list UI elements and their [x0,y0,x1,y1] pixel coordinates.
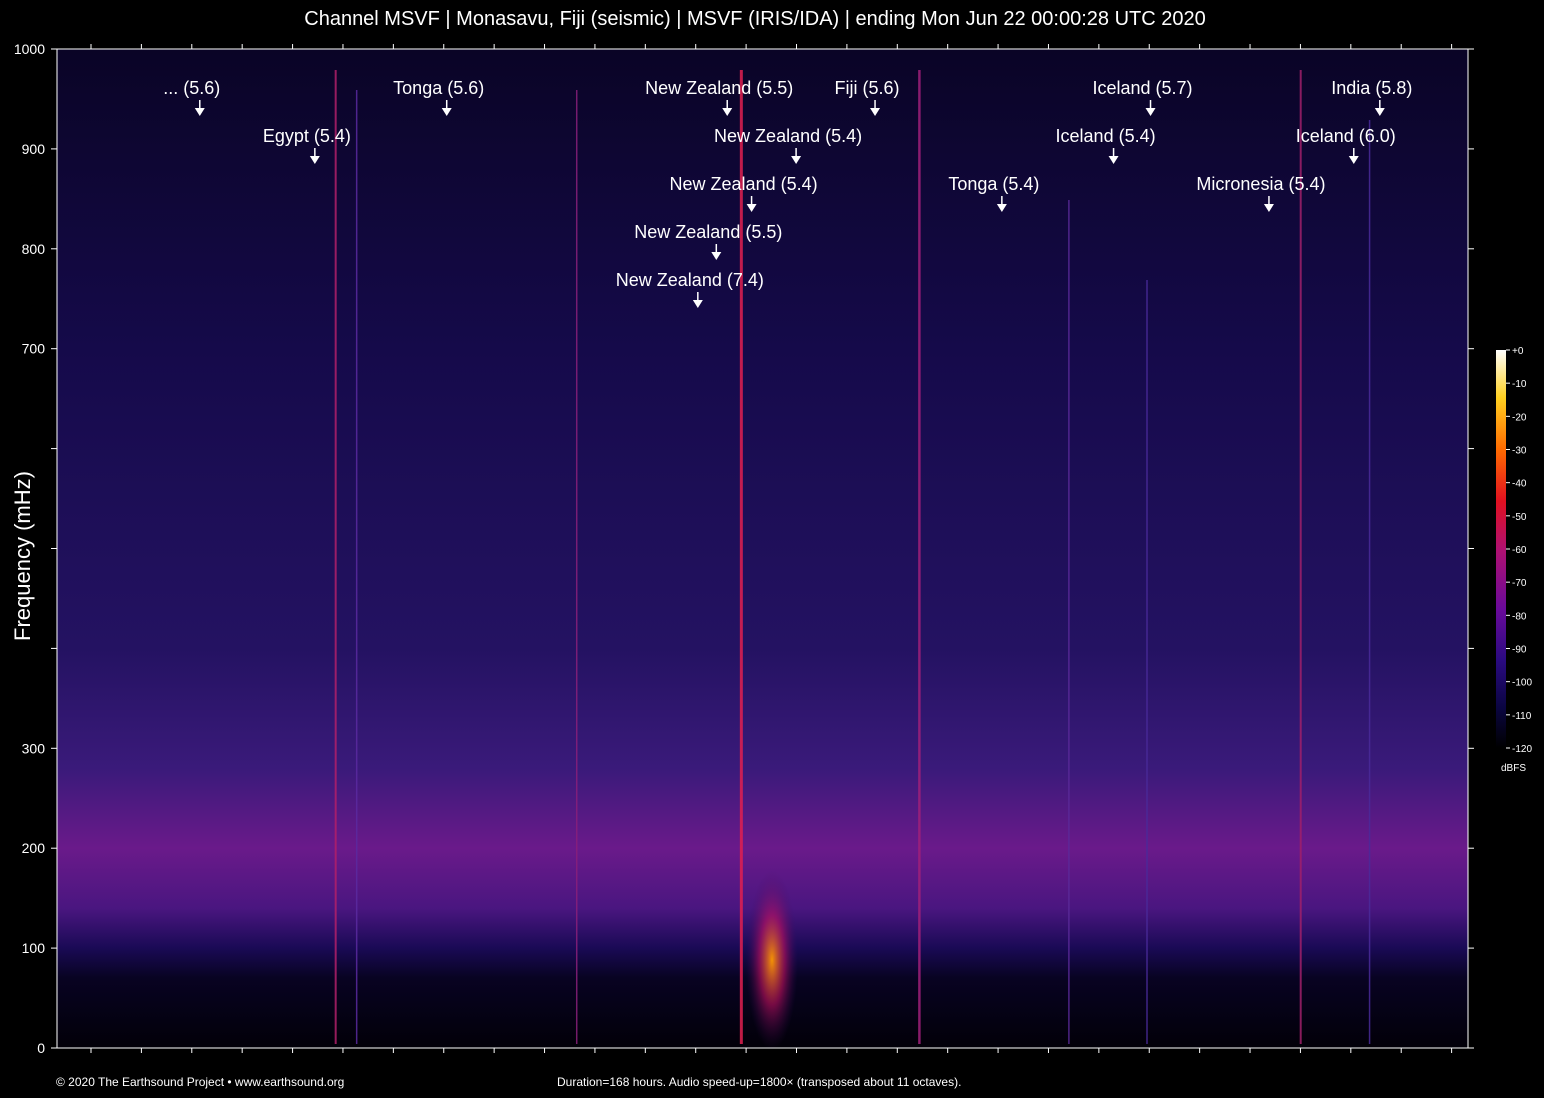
colorbar-tick-label: -60 [1512,545,1527,556]
colorbar-unit: dBFS [1501,763,1526,774]
chart-title: Channel MSVF | Monasavu, Fiji (seismic) … [304,8,1206,30]
event-arrow-head [722,108,733,116]
y-tick-label: 300 [22,740,46,756]
event-arrow-head [441,108,452,116]
event-arrow-head [692,300,703,308]
event-label: Tonga (5.6) [393,78,484,98]
event-label: Fiji (5.6) [835,78,900,98]
event-label: Iceland (5.4) [1056,126,1156,146]
event-arrow-head [1348,156,1359,164]
event-arrow-head [309,156,320,164]
copyright-text: © 2020 The Earthsound Project • www.eart… [56,1075,345,1089]
y-tick-label: 700 [22,341,46,357]
main-event-hotspot [746,870,798,1050]
event-arrow-head [1145,108,1156,116]
event-annotations: ... (5.6) Egypt (5.4) Tonga (5.6) New Zeala… [163,78,1412,308]
colorbar-tick-label: -50 [1512,512,1527,523]
event-arrow-head [1108,156,1119,164]
event-arrow-head [711,252,722,260]
event-arrow-head [194,108,205,116]
event-label: Iceland (6.0) [1296,126,1396,146]
event-arrow-head [791,156,802,164]
event-arrow-head [746,204,757,212]
event-lines [334,70,1371,1044]
y-tick-label: 100 [22,940,46,956]
event-label: Tonga (5.4) [948,174,1039,194]
y-axis-label: Frequency (mHz) [10,471,35,641]
event-label: New Zealand (7.4) [616,270,764,290]
event-arrow-head [1263,204,1274,212]
y-tick-label: 0 [37,1040,45,1056]
event-label: New Zealand (5.4) [670,174,818,194]
colorbar-tick-label: -40 [1512,479,1527,490]
event-label: Egypt (5.4) [263,126,351,146]
y-tick-label: 1000 [14,41,45,57]
colorbar-tick-label: -100 [1512,678,1532,689]
colorbar-tick-label: -110 [1512,711,1532,722]
event-label: India (5.8) [1331,78,1412,98]
event-label: Micronesia (5.4) [1196,174,1325,194]
event-label: New Zealand (5.5) [645,78,793,98]
y-tick-label: 200 [22,840,46,856]
colorbar-tick-label: -80 [1512,611,1527,622]
colorbar-tick-label: -30 [1512,446,1527,457]
colorbar-tick-label: +0 [1512,346,1524,357]
colorbar: dBFS +0 -10 -20 -30 -40 -50 -60 -70 -80 -90 -100 -1… [1496,346,1532,774]
event-label: New Zealand (5.4) [714,126,862,146]
event-arrow-head [996,204,1007,212]
event-label: ... (5.6) [163,78,220,98]
event-arrow-head [870,108,881,116]
event-arrow-head [1374,108,1385,116]
colorbar-tick-label: -10 [1512,379,1527,390]
event-label: New Zealand (5.5) [634,222,782,242]
colorbar-tick-label: -20 [1512,412,1527,423]
colorbar-scale [1496,350,1506,748]
event-label: Iceland (5.7) [1092,78,1192,98]
colorbar-tick-label: -70 [1512,578,1527,589]
y-tick-label: 900 [22,141,46,157]
duration-text: Duration=168 hours. Audio speed-up=1800×… [557,1075,962,1089]
y-tick-label: 800 [22,241,46,257]
y-axis: 0 100 200 300 700 800 900 1000 [14,41,1474,1056]
x-ticks [90,44,1453,1053]
colorbar-tick-label: -120 [1512,744,1532,755]
colorbar-tick-label: -90 [1512,645,1527,656]
